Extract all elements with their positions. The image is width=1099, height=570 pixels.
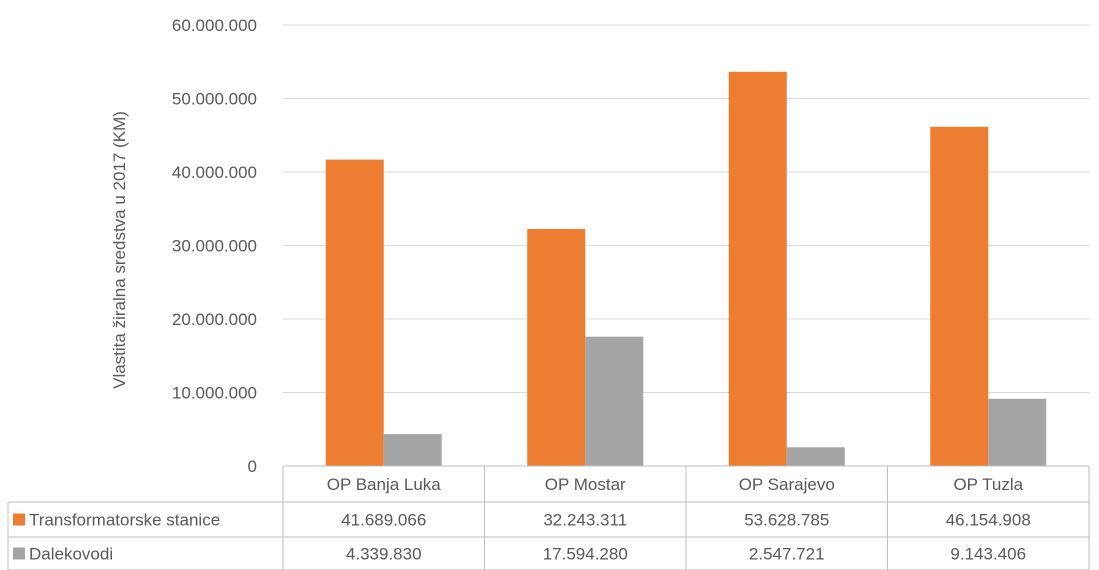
data-table-value: 4.339.830	[346, 545, 422, 564]
data-table: OP Banja Luka OP Mostar OP Sarajevo OP Tuzl…	[7, 465, 1090, 570]
data-table-value: 2.547.721	[749, 545, 825, 564]
category-label: OP Mostar	[545, 475, 626, 494]
bar-transformatorske-stanice	[930, 126, 989, 467]
data-table-value: 9.143.406	[950, 545, 1026, 564]
y-tick-label: 50.000.000	[172, 90, 257, 109]
legend-key	[13, 513, 25, 526]
category-label: OP Banja Luka	[327, 475, 442, 494]
y-tick-label: 10.000.000	[172, 384, 257, 403]
category-label: OP Sarajevo	[739, 475, 835, 494]
data-table-value: 41.689.066	[341, 511, 426, 530]
y-tick-label: 40.000.000	[172, 163, 257, 182]
bar-dalekovodi	[786, 447, 845, 466]
legend-label: Dalekovodi	[29, 545, 113, 564]
bar-dalekovodi	[383, 434, 442, 466]
bar-dalekovodi	[585, 336, 644, 466]
data-table-value: 32.243.311	[543, 511, 627, 530]
y-tick-label: 30.000.000	[172, 237, 257, 256]
bar-transformatorske-stanice	[325, 159, 384, 466]
y-axis-ticks: 0 10.000.000 20.000.000 30.000.000 40.000.00…	[172, 16, 257, 476]
y-tick-label: 0	[248, 457, 257, 476]
category-label: OP Tuzla	[953, 475, 1023, 494]
legend-key	[13, 547, 25, 560]
y-axis-label: Vlastita žiralna sredstva u 2017 (KM)	[110, 111, 129, 389]
data-table-value: 53.628.785	[744, 511, 829, 530]
bar-dalekovodi	[988, 398, 1047, 466]
bars	[325, 71, 1047, 467]
data-table-value: 17.594.280	[543, 545, 628, 564]
legend-label: Transformatorske stanice	[29, 511, 220, 530]
y-tick-label: 20.000.000	[172, 310, 257, 329]
bar-transformatorske-stanice	[527, 229, 586, 466]
data-table-value: 46.154.908	[946, 511, 1031, 530]
y-tick-label: 60.000.000	[172, 16, 257, 35]
bar-transformatorske-stanice	[728, 71, 787, 466]
